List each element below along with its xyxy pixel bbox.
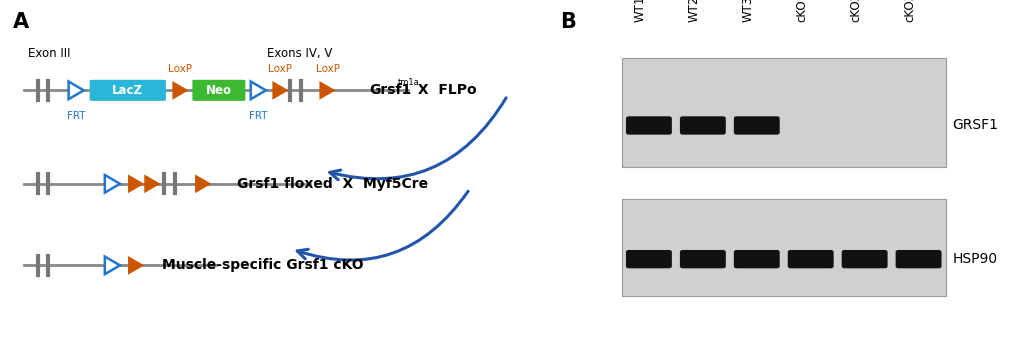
Polygon shape [319, 81, 335, 100]
Text: Muscle-specific Grsf1 cKO: Muscle-specific Grsf1 cKO [161, 258, 363, 272]
FancyBboxPatch shape [787, 250, 833, 268]
Polygon shape [144, 175, 160, 193]
Polygon shape [105, 257, 120, 274]
Text: B: B [559, 12, 576, 32]
Polygon shape [128, 175, 144, 193]
Polygon shape [128, 256, 144, 275]
FancyBboxPatch shape [622, 58, 945, 167]
FancyBboxPatch shape [895, 250, 941, 268]
Text: cKO2: cKO2 [849, 0, 861, 22]
Text: LoxP: LoxP [268, 64, 292, 74]
Text: Neo: Neo [206, 84, 231, 97]
FancyBboxPatch shape [626, 250, 672, 268]
Text: A: A [13, 12, 29, 32]
Text: cKO1: cKO1 [795, 0, 808, 22]
FancyBboxPatch shape [193, 80, 246, 101]
FancyBboxPatch shape [90, 80, 166, 101]
FancyBboxPatch shape [680, 116, 726, 135]
FancyBboxPatch shape [680, 250, 726, 268]
Text: Exons IV, V: Exons IV, V [267, 47, 332, 61]
Text: LoxP: LoxP [315, 64, 339, 74]
Polygon shape [251, 81, 266, 99]
FancyBboxPatch shape [841, 250, 887, 268]
Text: Grsf1: Grsf1 [369, 83, 412, 97]
Polygon shape [105, 175, 120, 193]
Text: WT3: WT3 [741, 0, 754, 22]
Polygon shape [195, 175, 211, 193]
Text: HSP90: HSP90 [952, 252, 997, 266]
Text: FRT: FRT [67, 111, 86, 121]
Text: WT1: WT1 [633, 0, 646, 22]
Text: Grsf1 floxed  X  Myf5Cre: Grsf1 floxed X Myf5Cre [237, 177, 428, 191]
Polygon shape [172, 81, 189, 100]
FancyBboxPatch shape [622, 199, 945, 296]
Text: cKO3: cKO3 [903, 0, 915, 22]
Polygon shape [272, 81, 288, 100]
Text: tm1a: tm1a [397, 78, 419, 87]
Text: X  FLPo: X FLPo [413, 83, 476, 97]
FancyBboxPatch shape [733, 116, 779, 135]
FancyBboxPatch shape [626, 116, 672, 135]
Text: Exon III: Exon III [28, 47, 70, 61]
FancyBboxPatch shape [733, 250, 779, 268]
Text: LacZ: LacZ [112, 84, 143, 97]
Text: LoxP: LoxP [168, 64, 193, 74]
Text: FRT: FRT [249, 111, 267, 121]
Text: GRSF1: GRSF1 [952, 119, 998, 132]
Polygon shape [68, 81, 84, 99]
Text: WT2: WT2 [687, 0, 700, 22]
